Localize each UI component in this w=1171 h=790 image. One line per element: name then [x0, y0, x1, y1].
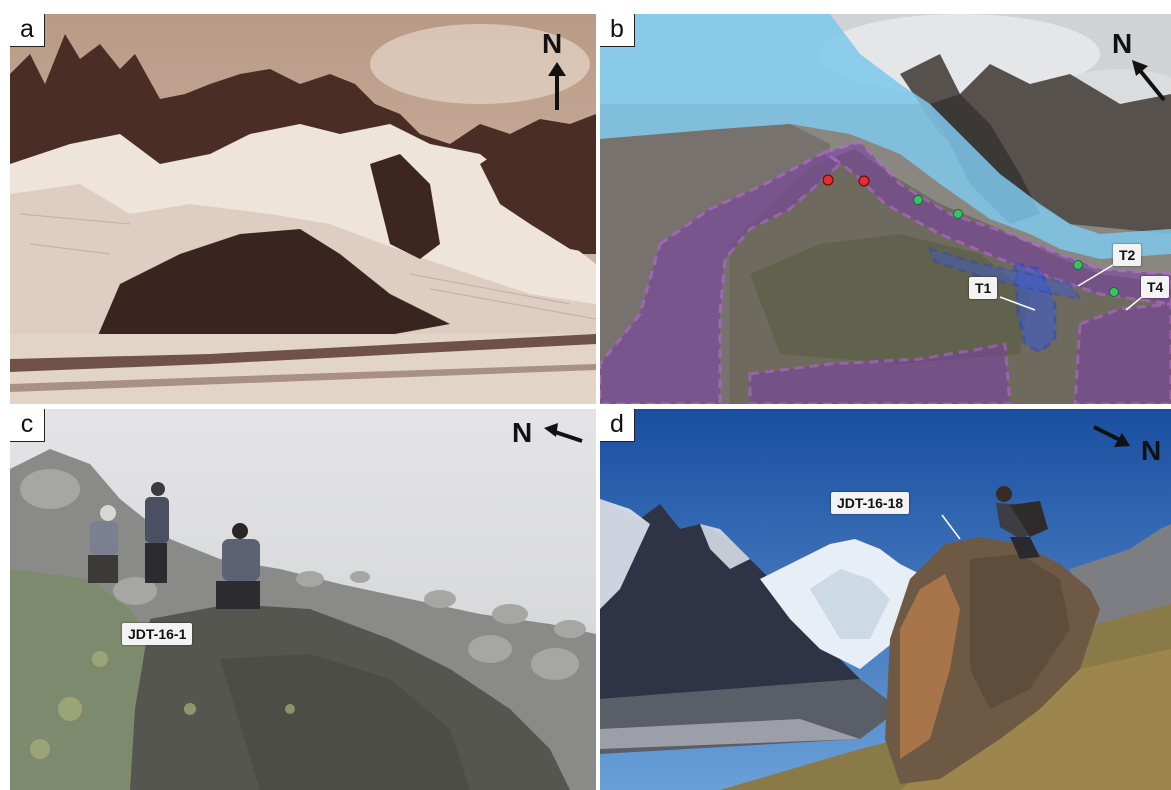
panel-c: c N JDT-16-1 [10, 409, 596, 790]
north-arrow-icon [548, 62, 566, 110]
panel-b-north-label: N [1112, 28, 1133, 59]
north-arrow-icon [1132, 60, 1166, 102]
panel-b: b N T1 T2 T4 [600, 14, 1171, 404]
panel-b-annotated-photo [600, 14, 1171, 404]
tag-label-t1: T1 [969, 277, 998, 299]
panel-a-letter: a [10, 14, 45, 47]
north-arrow-icon [1093, 425, 1130, 447]
panel-a-historic-photo [10, 14, 596, 404]
panel-a: a N [10, 14, 596, 404]
panel-d-boulder-photo [600, 409, 1171, 790]
panel-c-north-label: N [512, 417, 533, 448]
tag-label-t4: T4 [1141, 276, 1170, 298]
panel-a-north-label: N [542, 28, 563, 59]
panel-c-letter: c [10, 409, 45, 442]
panel-c-field-photo [10, 409, 596, 790]
panel-b-letter: b [600, 14, 635, 47]
panel-d: d N JDT-16-18 [600, 409, 1171, 790]
panel-d-letter: d [600, 409, 635, 442]
tag-label-jdt-16-1: JDT-16-1 [122, 623, 193, 645]
panel-d-north-label: N [1141, 435, 1162, 466]
tag-label-jdt-16-18: JDT-16-18 [831, 492, 910, 514]
tag-label-t2: T2 [1113, 244, 1142, 266]
north-arrow-icon [544, 423, 583, 443]
label-leader-line [941, 514, 961, 540]
